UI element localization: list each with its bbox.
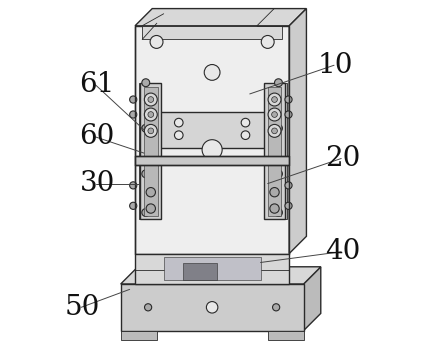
- Circle shape: [269, 204, 279, 213]
- Bar: [156, 112, 267, 148]
- Bar: [138, 83, 143, 220]
- Bar: [135, 156, 289, 165]
- Circle shape: [284, 96, 291, 103]
- Circle shape: [261, 36, 273, 48]
- Bar: [120, 284, 303, 330]
- Circle shape: [284, 182, 291, 189]
- Circle shape: [141, 208, 149, 216]
- Circle shape: [144, 108, 157, 121]
- Text: 40: 40: [324, 238, 360, 265]
- Circle shape: [274, 124, 282, 132]
- Circle shape: [129, 96, 137, 103]
- Bar: [144, 87, 157, 216]
- Circle shape: [274, 79, 282, 87]
- Bar: [263, 83, 284, 220]
- Circle shape: [129, 182, 137, 189]
- Polygon shape: [135, 9, 306, 26]
- Circle shape: [144, 93, 157, 106]
- Bar: [183, 263, 217, 280]
- Circle shape: [204, 64, 220, 80]
- Text: 60: 60: [79, 123, 115, 150]
- Circle shape: [144, 125, 157, 137]
- Circle shape: [129, 111, 137, 118]
- Polygon shape: [289, 9, 306, 253]
- Bar: [135, 26, 289, 253]
- Text: 10: 10: [317, 52, 352, 79]
- Bar: [282, 83, 286, 220]
- Circle shape: [267, 125, 280, 137]
- Circle shape: [146, 188, 155, 197]
- Circle shape: [284, 202, 291, 210]
- Circle shape: [148, 96, 153, 102]
- Circle shape: [174, 118, 183, 127]
- Bar: [140, 83, 161, 220]
- Circle shape: [274, 208, 282, 216]
- Circle shape: [269, 188, 279, 197]
- Bar: [135, 253, 289, 284]
- Bar: [163, 257, 260, 280]
- Circle shape: [267, 93, 280, 106]
- Circle shape: [271, 96, 277, 102]
- Polygon shape: [120, 267, 320, 284]
- Bar: [120, 330, 156, 339]
- Text: 61: 61: [79, 72, 115, 99]
- Circle shape: [148, 128, 153, 134]
- Circle shape: [129, 202, 137, 210]
- Circle shape: [148, 112, 153, 117]
- Polygon shape: [303, 267, 320, 330]
- Circle shape: [144, 304, 151, 311]
- Circle shape: [284, 111, 291, 118]
- Circle shape: [274, 170, 282, 178]
- Circle shape: [240, 118, 249, 127]
- Bar: [142, 26, 281, 40]
- Text: 20: 20: [324, 145, 360, 172]
- Circle shape: [141, 170, 149, 178]
- Circle shape: [202, 140, 222, 160]
- Circle shape: [141, 79, 149, 87]
- Circle shape: [271, 112, 277, 117]
- Circle shape: [141, 124, 149, 132]
- Circle shape: [267, 108, 280, 121]
- Circle shape: [174, 131, 183, 139]
- Circle shape: [271, 128, 277, 134]
- Circle shape: [240, 131, 249, 139]
- Bar: [267, 87, 281, 216]
- Text: 30: 30: [79, 170, 115, 197]
- Bar: [267, 330, 303, 339]
- Circle shape: [146, 204, 155, 213]
- Text: 50: 50: [65, 294, 100, 321]
- Circle shape: [272, 304, 279, 311]
- Circle shape: [150, 36, 163, 48]
- Circle shape: [206, 302, 217, 313]
